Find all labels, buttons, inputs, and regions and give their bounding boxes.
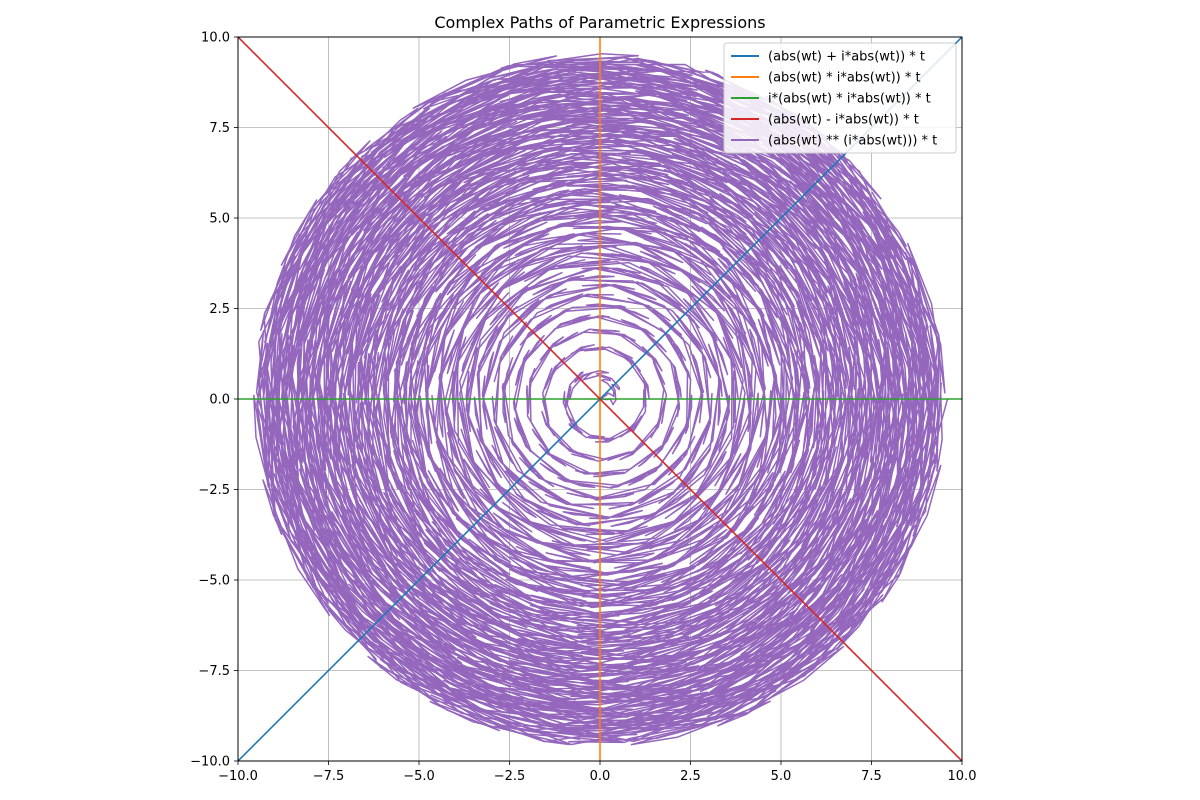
y-tick-label: −2.5 [198, 483, 230, 498]
chart-title: Complex Paths of Parametric Expressions [434, 13, 765, 32]
x-tick-label: −7.5 [313, 769, 345, 784]
legend-label: i*(abs(wt) * i*abs(wt)) * t [768, 92, 931, 107]
axis-ticks: −10.0 −7.5 −5.0 −2.5 0.0 2.5 5.0 7.5 10.0 −10.0 −7… [190, 31, 976, 785]
y-tick-label: 2.5 [209, 302, 230, 317]
y-tick-label: −7.5 [198, 664, 230, 679]
y-tick-label: 7.5 [209, 121, 230, 136]
series-line-abs-minus-i [238, 37, 962, 761]
x-tick-label: 2.5 [680, 769, 701, 784]
y-tick-label: 0.0 [209, 393, 230, 408]
x-tick-label: −10.0 [218, 769, 258, 784]
legend-label: (abs(wt) - i*abs(wt)) * t [768, 113, 919, 128]
x-tick-label: 10.0 [948, 769, 977, 784]
y-tick-label: 5.0 [209, 212, 230, 227]
x-tick-label: 0.0 [590, 769, 611, 784]
legend: (abs(wt) + i*abs(wt)) * t (abs(wt) * i*ab… [723, 42, 957, 154]
legend-label: (abs(wt) + i*abs(wt)) * t [768, 50, 925, 65]
y-tick-label: −5.0 [198, 574, 230, 589]
series-layer [238, 37, 962, 761]
series-line-abs-power-spiral-mirror [255, 55, 946, 746]
y-tick-label: 10.0 [201, 31, 230, 46]
x-tick-label: 5.0 [771, 769, 792, 784]
x-tick-label: −5.0 [403, 769, 435, 784]
legend-frame [723, 42, 957, 154]
y-tick-label: −10.0 [190, 755, 230, 770]
legend-label: (abs(wt) ** (i*abs(wt))) * t [768, 134, 937, 149]
x-tick-label: −2.5 [494, 769, 526, 784]
x-tick-label: 7.5 [861, 769, 882, 784]
legend-label: (abs(wt) * i*abs(wt)) * t [768, 71, 921, 86]
